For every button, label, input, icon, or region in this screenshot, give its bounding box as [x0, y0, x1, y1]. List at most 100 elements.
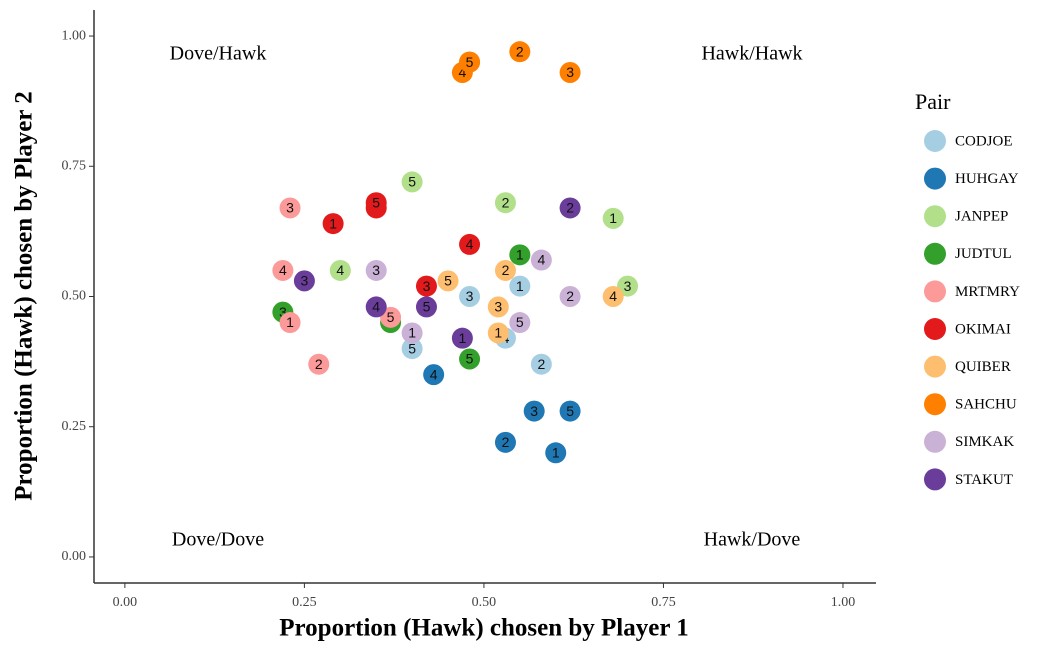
point: [494, 431, 516, 453]
point-label: 3: [301, 273, 309, 289]
point-label: 5: [444, 273, 452, 289]
point: [451, 327, 473, 349]
point: [509, 312, 531, 334]
point: [602, 207, 624, 229]
x-tick-label: 0.00: [113, 595, 138, 610]
legend-label: CODJOE: [955, 133, 1013, 149]
legend-label: SIMKAK: [955, 434, 1014, 450]
point-label: 4: [279, 262, 287, 278]
point: [602, 286, 624, 307]
x-tick-label: 0.75: [651, 595, 676, 610]
point: [509, 244, 531, 266]
legend-swatch: [924, 242, 946, 265]
point-label: 3: [372, 262, 380, 278]
x-tick-label: 1.00: [831, 595, 856, 610]
legend-swatch: [924, 430, 946, 453]
point: [415, 275, 437, 297]
point: [494, 259, 516, 281]
point-label: 2: [537, 356, 545, 372]
point-label: 1: [494, 325, 502, 341]
point: [559, 62, 581, 84]
legend-label: STAKUT: [955, 472, 1013, 488]
point-label: 2: [566, 288, 574, 304]
point: [293, 270, 315, 292]
point: [459, 286, 481, 307]
point-label: 5: [466, 54, 474, 70]
point: [559, 286, 581, 307]
legend-label: HUHGAY: [955, 171, 1019, 187]
quadrant-label: Dove/Dove: [172, 529, 264, 551]
point-label: 4: [466, 236, 474, 252]
point: [523, 400, 545, 422]
point: [401, 322, 423, 344]
legend-swatch: [924, 355, 946, 378]
point: [279, 197, 301, 219]
point-label: 4: [609, 288, 617, 304]
point: [365, 296, 387, 318]
point-label: 5: [408, 174, 416, 190]
point: [437, 270, 459, 292]
x-tick-label: 0.50: [472, 595, 497, 610]
quadrant-label: Dove/Hawk: [170, 43, 267, 65]
point: [329, 259, 351, 281]
legend-label: OKIMAI: [955, 321, 1011, 337]
point: [423, 364, 445, 386]
legend-title: Pair: [915, 89, 951, 114]
point-label: 5: [466, 351, 474, 367]
point-label: 3: [286, 200, 294, 216]
point: [365, 192, 387, 214]
point: [487, 322, 509, 344]
point: [487, 296, 509, 318]
legend-swatch: [924, 468, 946, 491]
point: [415, 296, 437, 318]
y-tick-label: 0.25: [62, 419, 87, 434]
point: [365, 259, 387, 281]
legend-swatch: [924, 280, 946, 303]
point: [322, 213, 344, 235]
legend-swatch: [924, 393, 946, 416]
legend-label: JUDTUL: [955, 246, 1012, 262]
point: [459, 51, 481, 73]
legend-swatch: [924, 167, 946, 190]
point-label: 2: [315, 356, 323, 372]
point: [459, 348, 481, 370]
point-label: 2: [502, 194, 510, 210]
point: [494, 192, 516, 214]
point-label: 1: [286, 314, 294, 330]
point-label: 4: [336, 262, 344, 278]
point-label: 1: [516, 278, 524, 294]
point-label: 4: [537, 252, 545, 268]
quadrant-label: Hawk/Hawk: [701, 43, 802, 65]
point-label: 2: [502, 262, 510, 278]
point-label: 4: [430, 366, 438, 382]
point-label: 3: [494, 299, 502, 315]
point-label: 5: [423, 299, 431, 315]
y-tick-label: 0.50: [62, 289, 87, 304]
point: [401, 171, 423, 193]
point: [559, 197, 581, 219]
point: [401, 338, 423, 360]
point-label: 3: [466, 288, 474, 304]
point-label: 2: [566, 200, 574, 216]
legend-swatch: [924, 205, 946, 228]
point-label: 2: [516, 43, 524, 59]
point-label: 3: [423, 278, 431, 294]
point-label: 1: [408, 325, 416, 341]
point-label: 1: [458, 330, 466, 346]
point: [530, 353, 552, 375]
quadrant-label: Hawk/Dove: [704, 529, 801, 551]
point-label: 3: [624, 278, 632, 294]
point-label: 5: [387, 309, 395, 325]
point-label: 5: [372, 194, 380, 210]
point: [279, 312, 301, 334]
point-label: 5: [408, 340, 416, 356]
point: [509, 275, 531, 297]
y-tick-label: 0.00: [62, 549, 87, 564]
legend-swatch: [924, 318, 946, 340]
x-axis-title: Proportion (Hawk) chosen by Player 1: [279, 615, 689, 642]
y-tick-label: 0.75: [62, 158, 87, 173]
point: [459, 233, 481, 255]
point: [530, 249, 552, 271]
point-label: 2: [502, 434, 510, 450]
